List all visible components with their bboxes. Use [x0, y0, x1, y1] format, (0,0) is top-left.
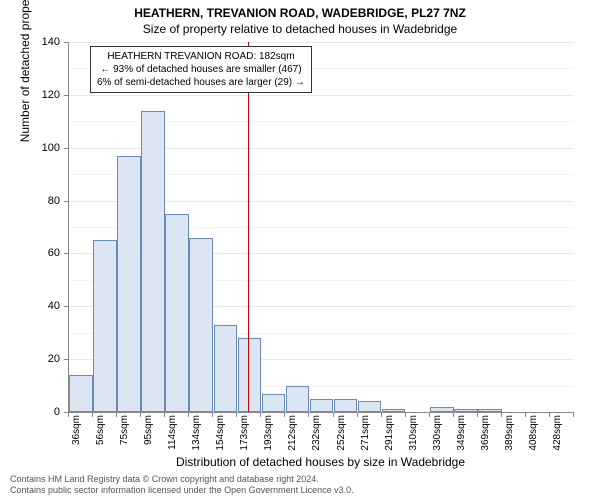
- xtick-mark: [236, 412, 237, 417]
- ytick-mark: [64, 306, 69, 307]
- xtick-mark: [164, 412, 165, 417]
- y-axis-label: Number of detached properties: [18, 0, 32, 142]
- xtick-label: 389sqm: [504, 415, 515, 465]
- xtick-mark: [429, 412, 430, 417]
- annotation-line-1: HEATHERN TREVANION ROAD: 182sqm: [97, 50, 305, 63]
- histogram-bar: [69, 375, 93, 412]
- histogram-bar: [189, 238, 213, 412]
- xtick-label: 408sqm: [528, 415, 539, 465]
- xtick-label: 56sqm: [95, 415, 106, 465]
- xtick-label: 114sqm: [167, 415, 178, 465]
- xtick-mark: [573, 412, 574, 417]
- xtick-mark: [260, 412, 261, 417]
- xtick-mark: [333, 412, 334, 417]
- annotation-line-3: 6% of semi-detached houses are larger (2…: [97, 76, 305, 89]
- xtick-mark: [92, 412, 93, 417]
- footer-line-1: Contains HM Land Registry data © Crown c…: [10, 474, 354, 485]
- ytick-mark: [64, 42, 69, 43]
- xtick-label: 369sqm: [480, 415, 491, 465]
- annotation-line-2: ← 93% of detached houses are smaller (46…: [97, 63, 305, 76]
- xtick-label: 95sqm: [143, 415, 154, 465]
- xtick-mark: [357, 412, 358, 417]
- histogram-bar: [334, 399, 358, 412]
- xtick-mark: [140, 412, 141, 417]
- ytick-label: 40: [30, 300, 60, 312]
- xtick-label: 271sqm: [360, 415, 371, 465]
- chart-container: HEATHERN, TREVANION ROAD, WADEBRIDGE, PL…: [0, 0, 600, 500]
- histogram-bar: [286, 386, 310, 412]
- footer-line-2: Contains public sector information licen…: [10, 485, 354, 496]
- xtick-label: 349sqm: [456, 415, 467, 465]
- xtick-label: 134sqm: [191, 415, 202, 465]
- ytick-mark: [64, 253, 69, 254]
- marker-line: [248, 42, 249, 412]
- histogram-bar: [93, 240, 117, 412]
- xtick-mark: [188, 412, 189, 417]
- plot-area: [68, 42, 574, 413]
- xtick-label: 193sqm: [263, 415, 274, 465]
- histogram-bar: [117, 156, 141, 412]
- xtick-mark: [549, 412, 550, 417]
- histogram-bar: [262, 394, 286, 413]
- xtick-mark: [308, 412, 309, 417]
- xtick-mark: [68, 412, 69, 417]
- xtick-label: 36sqm: [71, 415, 82, 465]
- xtick-label: 330sqm: [432, 415, 443, 465]
- xtick-label: 173sqm: [239, 415, 250, 465]
- ytick-label: 0: [30, 406, 60, 418]
- histogram-bar: [358, 401, 382, 412]
- chart-title-main: HEATHERN, TREVANION ROAD, WADEBRIDGE, PL…: [0, 6, 600, 20]
- ytick-label: 20: [30, 353, 60, 365]
- ytick-mark: [64, 201, 69, 202]
- ytick-label: 100: [30, 142, 60, 154]
- xtick-label: 428sqm: [552, 415, 563, 465]
- footer-attribution: Contains HM Land Registry data © Crown c…: [10, 474, 354, 496]
- xtick-mark: [501, 412, 502, 417]
- histogram-bar: [165, 214, 189, 412]
- ytick-label: 120: [30, 89, 60, 101]
- xtick-mark: [381, 412, 382, 417]
- ytick-mark: [64, 148, 69, 149]
- annotation-box: HEATHERN TREVANION ROAD: 182sqm← 93% of …: [90, 46, 312, 93]
- xtick-label: 252sqm: [336, 415, 347, 465]
- gridline: [69, 95, 574, 96]
- xtick-label: 154sqm: [215, 415, 226, 465]
- histogram-bar: [141, 111, 165, 412]
- xtick-mark: [405, 412, 406, 417]
- histogram-bar: [214, 325, 238, 412]
- gridline: [69, 42, 574, 43]
- histogram-bar: [238, 338, 262, 412]
- xtick-label: 75sqm: [119, 415, 130, 465]
- xtick-label: 212sqm: [287, 415, 298, 465]
- chart-title-sub: Size of property relative to detached ho…: [0, 22, 600, 36]
- ytick-mark: [64, 359, 69, 360]
- xtick-mark: [212, 412, 213, 417]
- xtick-mark: [525, 412, 526, 417]
- xtick-label: 291sqm: [384, 415, 395, 465]
- xtick-mark: [453, 412, 454, 417]
- xtick-mark: [116, 412, 117, 417]
- xtick-label: 232sqm: [311, 415, 322, 465]
- xtick-mark: [477, 412, 478, 417]
- xtick-mark: [284, 412, 285, 417]
- ytick-label: 80: [30, 195, 60, 207]
- ytick-mark: [64, 95, 69, 96]
- xtick-label: 310sqm: [408, 415, 419, 465]
- ytick-label: 60: [30, 247, 60, 259]
- ytick-label: 140: [30, 36, 60, 48]
- histogram-bar: [310, 399, 334, 412]
